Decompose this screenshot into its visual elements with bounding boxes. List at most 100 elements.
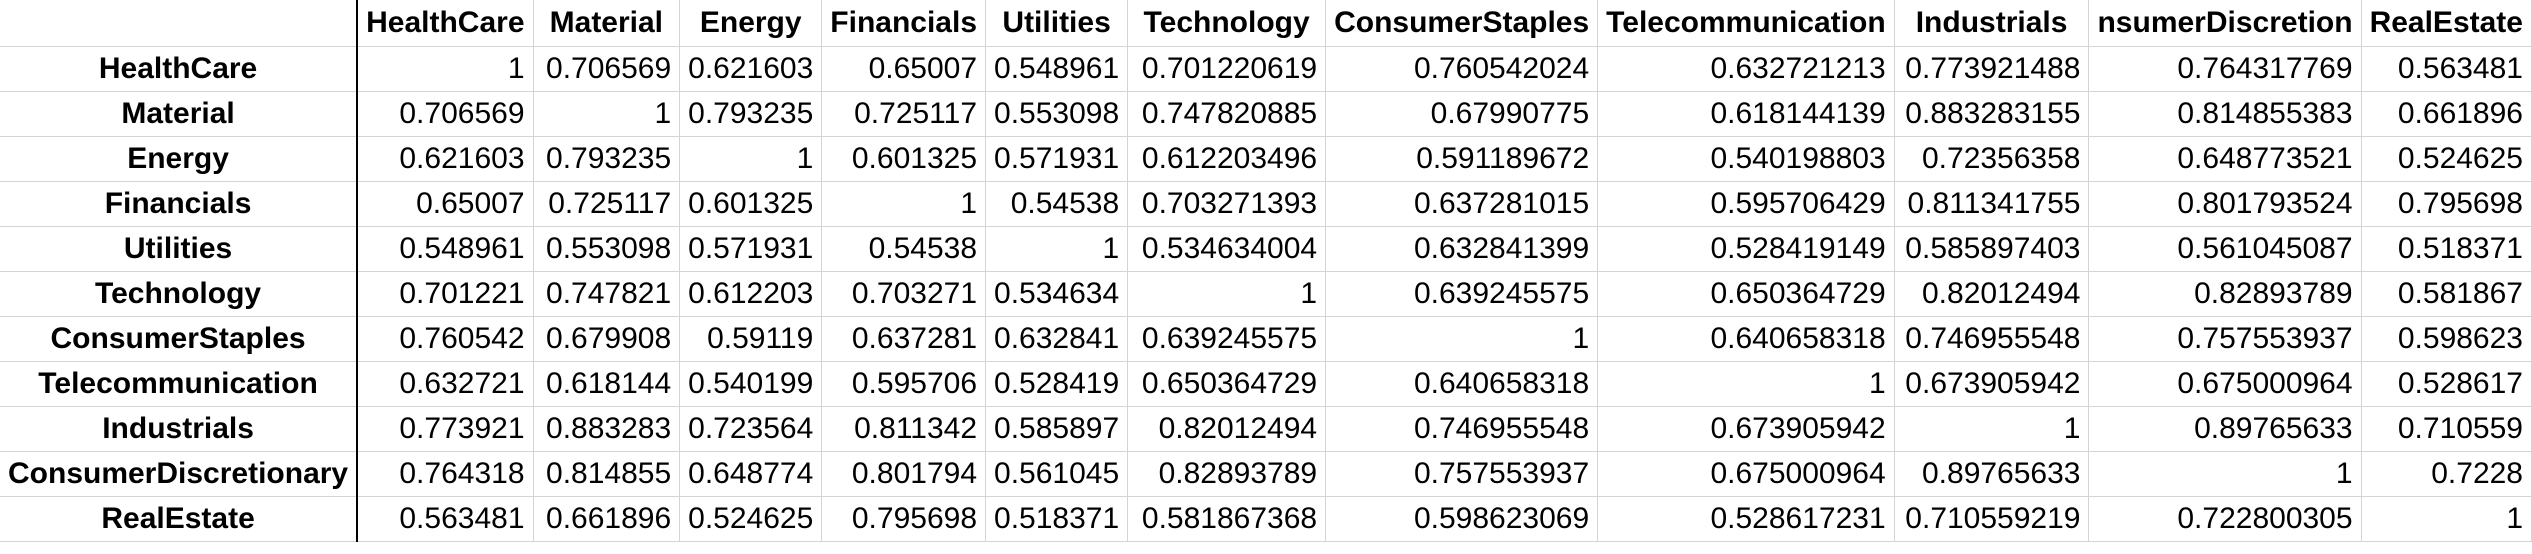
table-cell[interactable]: 0.811341755 (1893, 180, 2090, 227)
table-cell[interactable]: 0.581867368 (1127, 495, 1327, 542)
table-cell[interactable]: 1 (2088, 450, 2362, 497)
table-cell[interactable]: 0.793235 (532, 135, 681, 182)
table-cell[interactable]: 0.540199 (679, 360, 823, 407)
table-cell[interactable]: 0.801793524 (2088, 180, 2362, 227)
table-cell[interactable]: 0.632721 (356, 360, 534, 407)
table-cell[interactable]: 0.814855 (532, 450, 681, 497)
table-cell[interactable]: 0.701220619 (1127, 45, 1327, 92)
table-cell[interactable]: 0.757553937 (2088, 315, 2362, 362)
table-cell[interactable]: 0.54538 (985, 180, 1129, 227)
table-cell[interactable]: 0.811342 (821, 405, 987, 452)
row-header[interactable]: RealEstate (0, 495, 359, 542)
table-cell[interactable]: 0.883283155 (1893, 90, 2090, 137)
table-cell[interactable]: 0.82893789 (1127, 450, 1327, 497)
table-cell[interactable]: 0.632841399 (1325, 225, 1599, 272)
table-cell[interactable]: 0.563481 (356, 495, 534, 542)
table-cell[interactable]: 0.883283 (532, 405, 681, 452)
table-cell[interactable]: 0.673905942 (1893, 360, 2090, 407)
table-cell[interactable]: 0.637281015 (1325, 180, 1599, 227)
table-cell[interactable]: 0.528419149 (1597, 225, 1895, 272)
row-header[interactable]: ConsumerDiscretionary (0, 450, 359, 497)
table-cell[interactable]: 1 (679, 135, 823, 182)
table-cell[interactable]: 0.618144139 (1597, 90, 1895, 137)
table-cell[interactable]: 0.585897 (985, 405, 1129, 452)
table-cell[interactable]: 0.54538 (821, 225, 987, 272)
table-cell[interactable]: 0.89765633 (2088, 405, 2362, 452)
table-cell[interactable]: 0.524625 (679, 495, 823, 542)
table-cell[interactable]: 0.621603 (679, 45, 823, 92)
table-cell[interactable]: 0.59119 (679, 315, 823, 362)
table-cell[interactable]: 0.563481 (2360, 45, 2532, 92)
table-cell[interactable]: 0.540198803 (1597, 135, 1895, 182)
table-cell[interactable]: 0.518371 (2360, 225, 2532, 272)
table-cell[interactable]: 0.534634004 (1127, 225, 1327, 272)
column-header[interactable]: HealthCare (357, 0, 534, 47)
table-cell[interactable]: 0.612203 (679, 270, 823, 317)
table-cell[interactable]: 0.648774 (679, 450, 823, 497)
corner-cell[interactable] (0, 0, 359, 47)
table-cell[interactable]: 0.710559 (2360, 405, 2532, 452)
table-cell[interactable]: 0.7228 (2360, 450, 2532, 497)
table-cell[interactable]: 0.640658318 (1597, 315, 1895, 362)
table-cell[interactable]: 0.601325 (679, 180, 823, 227)
table-cell[interactable]: 0.764317769 (2088, 45, 2362, 92)
table-cell[interactable]: 0.814855383 (2088, 90, 2362, 137)
column-header[interactable]: Financials (821, 0, 987, 47)
table-cell[interactable]: 0.571931 (679, 225, 823, 272)
table-cell[interactable]: 0.773921 (356, 405, 534, 452)
table-cell[interactable]: 0.553098 (532, 225, 681, 272)
table-cell[interactable]: 0.723564 (679, 405, 823, 452)
column-header[interactable]: Utilities (985, 0, 1129, 47)
row-header[interactable]: Industrials (0, 405, 359, 452)
table-cell[interactable]: 0.585897403 (1893, 225, 2090, 272)
table-cell[interactable]: 0.601325 (821, 135, 987, 182)
table-cell[interactable]: 0.760542024 (1325, 45, 1599, 92)
table-cell[interactable]: 0.595706429 (1597, 180, 1895, 227)
table-cell[interactable]: 1 (1893, 405, 2090, 452)
column-header[interactable]: Energy (679, 0, 823, 47)
row-header[interactable]: Energy (0, 135, 359, 182)
table-cell[interactable]: 0.793235 (679, 90, 823, 137)
table-cell[interactable]: 0.598623069 (1325, 495, 1599, 542)
table-cell[interactable]: 1 (1597, 360, 1895, 407)
table-cell[interactable]: 0.795698 (821, 495, 987, 542)
table-cell[interactable]: 0.548961 (356, 225, 534, 272)
table-cell[interactable]: 0.553098 (985, 90, 1129, 137)
table-cell[interactable]: 0.548961 (985, 45, 1129, 92)
table-cell[interactable]: 0.612203496 (1127, 135, 1327, 182)
table-cell[interactable]: 0.679908 (532, 315, 681, 362)
table-cell[interactable]: 1 (2360, 495, 2532, 542)
table-cell[interactable]: 0.725117 (821, 90, 987, 137)
column-header[interactable]: Industrials (1894, 0, 2090, 47)
table-cell[interactable]: 0.534634 (985, 270, 1129, 317)
table-cell[interactable]: 0.703271 (821, 270, 987, 317)
table-cell[interactable]: 0.706569 (532, 45, 681, 92)
table-cell[interactable]: 0.801794 (821, 450, 987, 497)
row-header[interactable]: Material (0, 90, 359, 137)
row-header[interactable]: Technology (0, 270, 359, 317)
table-cell[interactable]: 0.746955548 (1325, 405, 1599, 452)
table-cell[interactable]: 1 (532, 90, 681, 137)
table-cell[interactable]: 0.675000964 (1597, 450, 1895, 497)
table-cell[interactable]: 0.747820885 (1127, 90, 1327, 137)
table-cell[interactable]: 0.764318 (356, 450, 534, 497)
table-cell[interactable]: 0.648773521 (2088, 135, 2362, 182)
table-cell[interactable]: 0.528617231 (1597, 495, 1895, 542)
table-cell[interactable]: 0.773921488 (1893, 45, 2090, 92)
table-cell[interactable]: 0.757553937 (1325, 450, 1599, 497)
table-cell[interactable]: 0.747821 (532, 270, 681, 317)
table-cell[interactable]: 0.598623 (2360, 315, 2532, 362)
table-cell[interactable]: 0.89765633 (1893, 450, 2090, 497)
row-header[interactable]: Financials (0, 180, 359, 227)
table-cell[interactable]: 0.637281 (821, 315, 987, 362)
table-cell[interactable]: 0.561045 (985, 450, 1129, 497)
column-header[interactable]: RealEstate (2361, 0, 2532, 47)
column-header[interactable]: Technology (1127, 0, 1327, 47)
table-cell[interactable]: 0.528419 (985, 360, 1129, 407)
table-cell[interactable]: 0.722800305 (2088, 495, 2362, 542)
table-cell[interactable]: 0.650364729 (1127, 360, 1327, 407)
table-cell[interactable]: 0.72356358 (1893, 135, 2090, 182)
column-header[interactable]: Material (533, 0, 681, 47)
table-cell[interactable]: 0.561045087 (2088, 225, 2362, 272)
table-cell[interactable]: 0.528617 (2360, 360, 2532, 407)
